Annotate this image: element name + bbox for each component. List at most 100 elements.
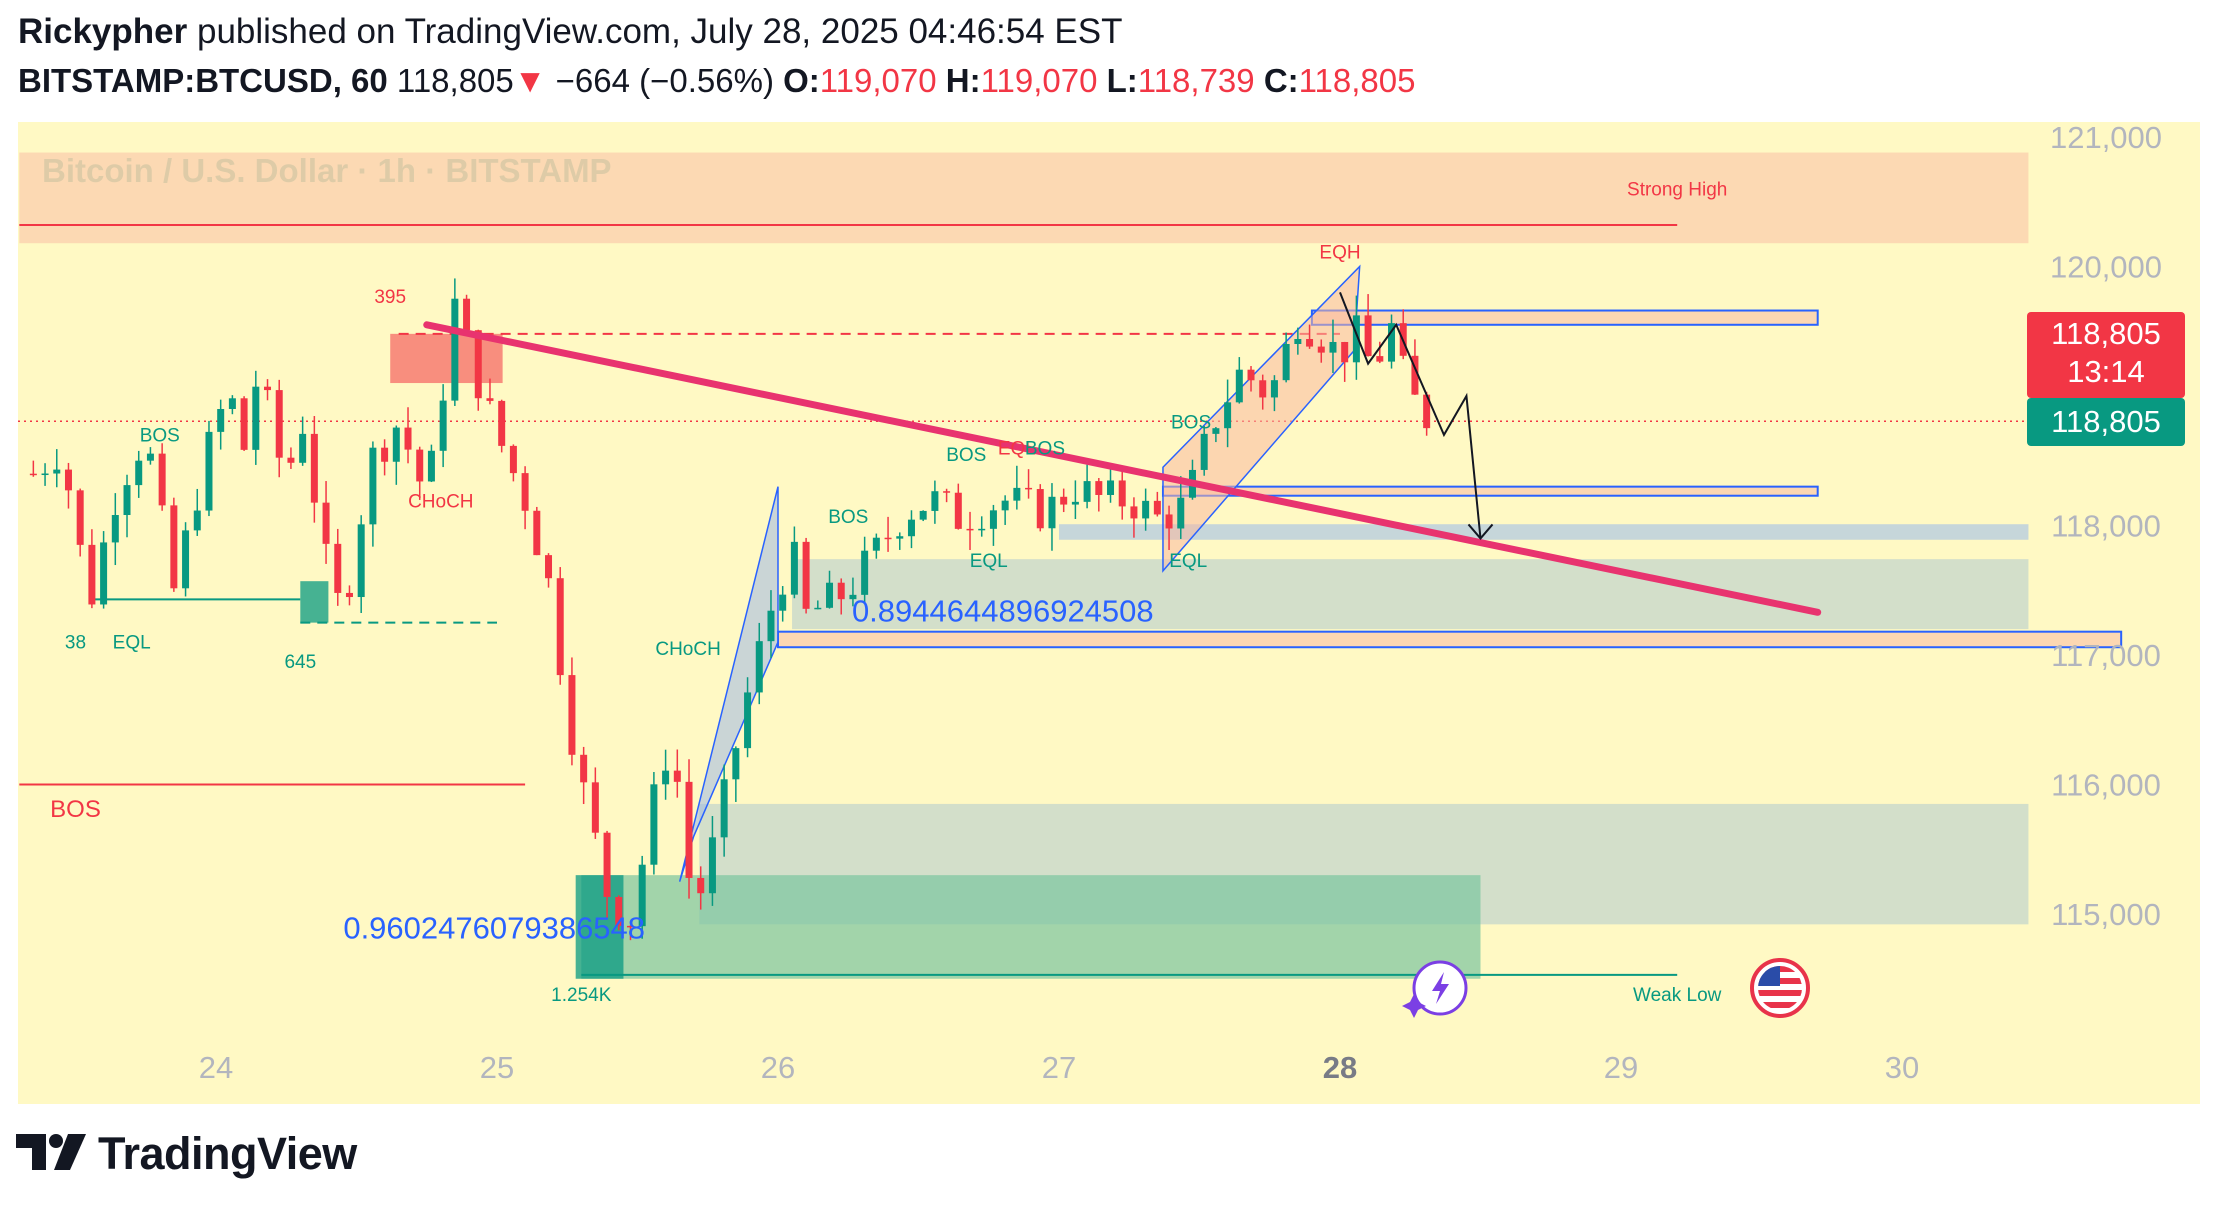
candle-body <box>978 528 986 531</box>
candle-body <box>861 550 869 595</box>
change-text: −664 (−0.56%) <box>555 62 774 99</box>
demand-zone-blue <box>1059 524 2029 540</box>
candle-body <box>1013 487 1021 501</box>
candle-body <box>521 473 529 511</box>
candle-body <box>123 485 131 516</box>
last-price-tag: 118,805 <box>2051 316 2161 351</box>
chart-annotation: 395 <box>374 287 406 308</box>
last-price-tag-bg <box>2027 312 2185 398</box>
zones-layer <box>19 152 2123 979</box>
y-tick-label: 121,000 <box>2050 120 2162 155</box>
bid-price-tag-bg <box>2027 398 2185 446</box>
close-label: C: <box>1263 62 1299 99</box>
candle-body <box>1224 402 1232 429</box>
candle-body <box>299 433 307 463</box>
candle-body <box>1235 369 1243 403</box>
chart-annotation: BOS <box>828 507 868 528</box>
candle-body <box>53 469 61 474</box>
candle-body <box>919 510 927 520</box>
open-value: 119,070 <box>819 62 937 99</box>
symbol-label[interactable]: BITSTAMP:BTCUSD, 60 <box>18 62 388 99</box>
chart-annotation: BOS <box>50 796 101 823</box>
candle-body <box>1107 480 1115 495</box>
chart-annotation: 38 <box>65 633 86 654</box>
candle-body <box>1306 339 1314 347</box>
author-name[interactable]: Rickypher <box>18 12 188 51</box>
chart-annotation: BOS <box>946 445 986 466</box>
axes-layer: 121,000 120,000 118,000 117,000 116,000 115,0… <box>199 120 2162 1085</box>
supply-zone-top <box>1310 309 1819 326</box>
chart-annotation: Strong High <box>1627 179 1727 200</box>
candle-body <box>1071 501 1079 505</box>
y-tick-label: 118,000 <box>2051 509 2161 544</box>
levels-layer <box>18 224 2027 976</box>
high-pivot-box <box>390 333 503 384</box>
high-value: 119,070 <box>980 62 1098 99</box>
candle-body <box>884 537 892 540</box>
change-down-icon: ▼ <box>513 62 547 99</box>
candle-body <box>205 431 213 511</box>
candle-body <box>1388 323 1396 362</box>
candle-body <box>1341 341 1349 363</box>
lightning-icon[interactable] <box>1402 960 1468 1018</box>
candle-body <box>662 770 670 785</box>
candle-body <box>814 607 822 610</box>
candle-body <box>849 594 857 600</box>
candle-body <box>427 450 435 482</box>
tradingview-logo-icon <box>16 1134 86 1170</box>
us-flag-icon[interactable] <box>1750 958 1810 1018</box>
chart-annotation: 1.254K <box>551 985 612 1006</box>
candle-body <box>591 782 599 833</box>
eql-pivot-box <box>300 581 329 623</box>
candle-body <box>837 582 845 600</box>
price-chart[interactable]: Strong HighEQH395CHoCHBOSEQL38645BOSCHoC… <box>0 0 2219 1120</box>
low-label: L: <box>1106 62 1138 99</box>
x-tick-label: 27 <box>1042 1050 1076 1085</box>
candle-body <box>334 543 342 593</box>
drawings-layer <box>423 292 1822 616</box>
candle-body <box>1025 487 1033 490</box>
chart-annotation: BOS <box>1171 412 1211 433</box>
chart-annotation: CHoCH <box>655 639 720 660</box>
candle-body <box>1001 500 1009 511</box>
candle-body <box>1270 380 1278 398</box>
candle-body <box>264 386 272 391</box>
strong-high-zone <box>19 152 2029 244</box>
candle-body <box>170 505 178 589</box>
y-tick-label: 116,000 <box>2051 768 2161 803</box>
candle-body <box>826 582 834 608</box>
candle-body <box>1165 514 1173 529</box>
chart-annotation: EQL <box>1169 551 1207 572</box>
candle-body <box>146 453 154 461</box>
candle-body <box>111 515 119 543</box>
projection-path <box>1339 292 1482 539</box>
candle-body <box>1130 506 1138 519</box>
chart-annotation: 0.9602476079386548 <box>343 911 645 946</box>
candle-body <box>1329 341 1337 353</box>
chart-annotation: EQL <box>113 633 151 654</box>
chart-annotation: EQH <box>1319 243 1360 264</box>
candle-body <box>451 298 459 401</box>
x-tick-label: 30 <box>1885 1050 1919 1085</box>
candle-body <box>1142 500 1150 519</box>
candle-body <box>217 408 225 432</box>
candle-body <box>240 398 248 450</box>
brand-logo[interactable]: TradingView <box>16 1128 357 1180</box>
candle-body <box>275 390 283 458</box>
candle-body <box>252 386 260 450</box>
candle-body <box>720 779 728 838</box>
candle-body <box>310 433 318 503</box>
x-tick-label: 24 <box>199 1050 233 1085</box>
candle-body <box>1083 481 1091 502</box>
candle-body <box>744 692 752 749</box>
chart-annotation: BOS <box>140 425 180 446</box>
candle-body <box>907 519 915 537</box>
low-pivot-box <box>575 875 624 979</box>
candle-body <box>732 748 740 780</box>
published-text: published on TradingView.com, July 28, 2… <box>196 12 1123 51</box>
candle-body <box>228 398 236 409</box>
candle-body <box>509 445 517 474</box>
candle-body <box>287 457 295 463</box>
candle-body <box>381 447 389 462</box>
candle-body <box>439 400 447 451</box>
